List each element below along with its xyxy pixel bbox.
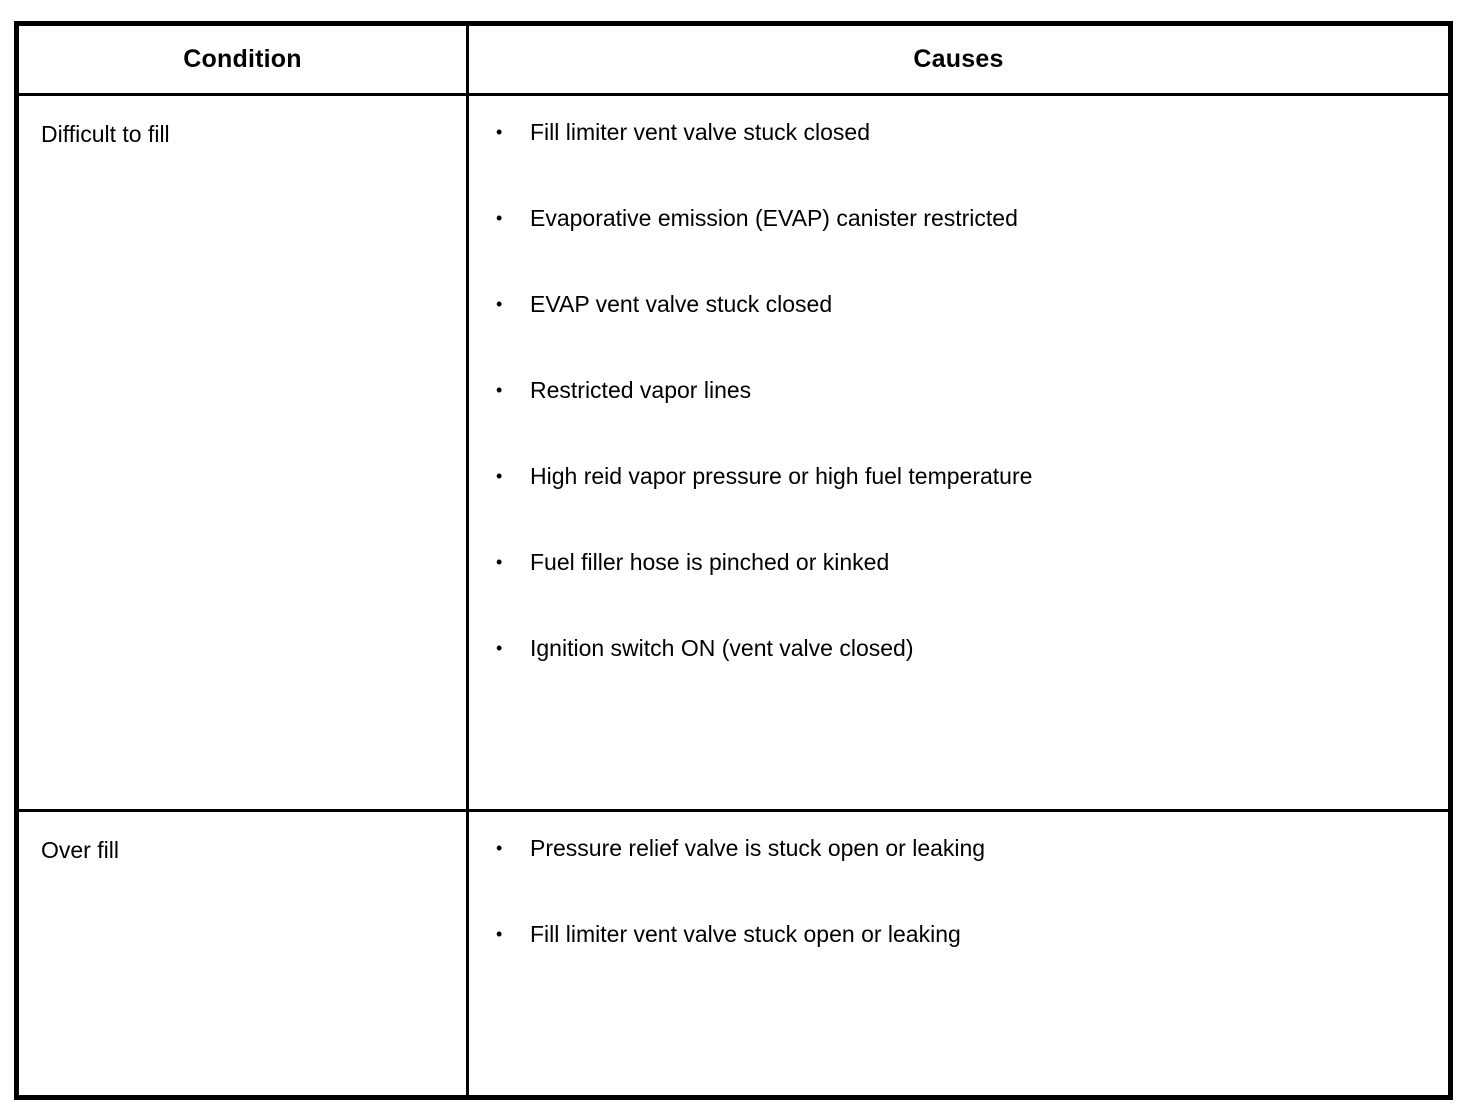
diagnosis-table: Condition Causes Difficult to fill • Fil…	[14, 21, 1453, 1100]
cause-text: Pressure relief valve is stuck open or l…	[530, 835, 986, 861]
bullet-icon: •	[496, 838, 503, 858]
causes-cell: • Pressure relief valve is stuck open or…	[466, 809, 1452, 1099]
cause-text: Fill limiter vent valve stuck closed	[530, 119, 870, 145]
condition-cell: Over fill	[15, 809, 469, 1099]
column-header-condition: Condition	[15, 22, 469, 96]
bullet-icon: •	[496, 466, 503, 486]
column-header-causes: Causes	[466, 22, 1452, 96]
table-header-row: Condition Causes	[15, 22, 1452, 96]
cause-text: Restricted vapor lines	[530, 377, 752, 403]
cause-item: • Ignition switch ON (vent valve closed)	[494, 634, 1438, 662]
bullet-icon: •	[496, 638, 503, 658]
cause-item: • Restricted vapor lines	[494, 376, 1438, 404]
cause-item: • Fill limiter vent valve stuck open or …	[494, 920, 1438, 948]
causes-cell: • Fill limiter vent valve stuck closed •…	[466, 93, 1452, 812]
bullet-icon: •	[496, 380, 503, 400]
bullet-icon: •	[496, 122, 503, 142]
cause-item: • Pressure relief valve is stuck open or…	[494, 834, 1438, 862]
table-row: Difficult to fill • Fill limiter vent va…	[15, 93, 1452, 812]
bullet-icon: •	[496, 924, 503, 944]
cause-text: Ignition switch ON (vent valve closed)	[530, 635, 914, 661]
causes-list: • Pressure relief valve is stuck open or…	[494, 834, 1438, 948]
cause-text: EVAP vent valve stuck closed	[530, 291, 833, 317]
bullet-icon: •	[496, 552, 503, 572]
cause-item: • High reid vapor pressure or high fuel …	[494, 462, 1438, 490]
cause-text: Fill limiter vent valve stuck open or le…	[530, 921, 961, 947]
cause-item: • Evaporative emission (EVAP) canister r…	[494, 204, 1438, 232]
cause-item: • EVAP vent valve stuck closed	[494, 290, 1438, 318]
cause-text: Fuel filler hose is pinched or kinked	[530, 549, 890, 575]
cause-text: High reid vapor pressure or high fuel te…	[530, 463, 1033, 489]
cause-item: • Fill limiter vent valve stuck closed	[494, 118, 1438, 146]
cause-text: Evaporative emission (EVAP) canister res…	[530, 205, 1018, 231]
cause-item: • Fuel filler hose is pinched or kinked	[494, 548, 1438, 576]
causes-list: • Fill limiter vent valve stuck closed •…	[494, 118, 1438, 662]
table-row: Over fill • Pressure relief valve is stu…	[15, 809, 1452, 1099]
condition-cell: Difficult to fill	[15, 93, 469, 812]
bullet-icon: •	[496, 294, 503, 314]
bullet-icon: •	[496, 208, 503, 228]
